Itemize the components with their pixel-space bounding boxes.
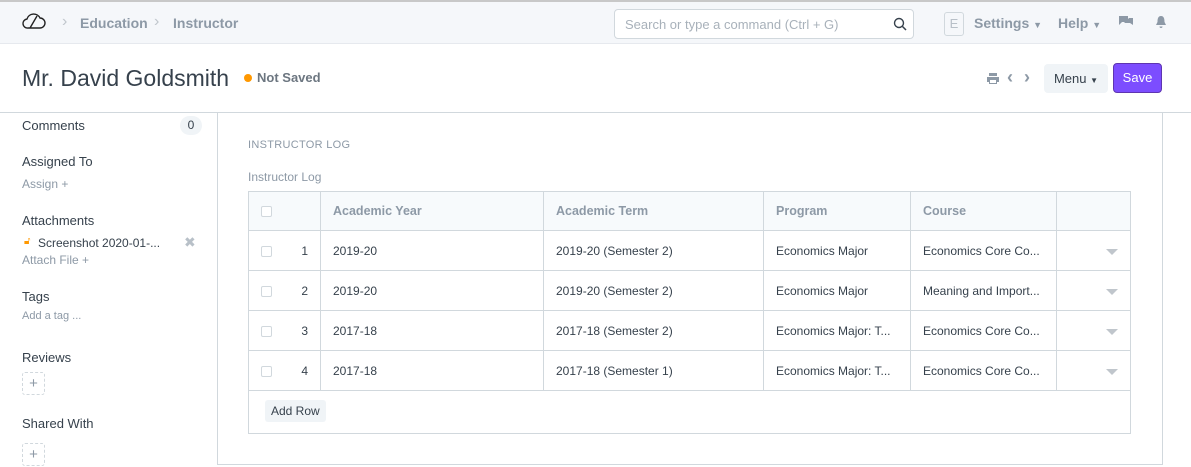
cell-academic-year[interactable]: 2017-18 (320, 310, 544, 351)
navbar: › Education › Instructor Search or type … (0, 0, 1191, 44)
table-header: Academic Year Academic Term Program Cour… (248, 191, 1131, 231)
attachments-label: Attachments (22, 213, 95, 228)
shared-with-label: Shared With (22, 416, 94, 431)
table-footer: Add Row (248, 390, 1131, 434)
comments-count: 0 (180, 116, 202, 135)
add-row-button[interactable]: Add Row (265, 400, 326, 422)
instructor-log-table: Academic Year Academic Term Program Cour… (248, 191, 1131, 391)
add-review-button[interactable]: + (22, 372, 45, 395)
status-badge: Not Saved (257, 70, 321, 85)
unlock-icon: 🔓︎ (24, 236, 31, 247)
cell-academic-year[interactable]: 2017-18 (320, 350, 544, 391)
row-edit-caret-icon[interactable] (1106, 288, 1118, 295)
cell-academic-year[interactable]: 2019-20 (320, 230, 544, 271)
row-edit-caret-icon[interactable] (1106, 328, 1118, 335)
row-checkbox[interactable] (261, 245, 272, 257)
add-tag-input[interactable]: Add a tag ... (22, 310, 82, 322)
cell-academic-term[interactable]: 2017-18 (Semester 2) (543, 310, 764, 351)
app-logo-icon[interactable] (22, 12, 46, 30)
caret-down-icon: ▼ (1092, 20, 1102, 30)
caret-down-icon: ▼ (1033, 20, 1043, 30)
help-dropdown[interactable]: Help ▼ (1058, 15, 1101, 31)
settings-label: Settings (974, 15, 1030, 31)
chat-icon[interactable] (1118, 15, 1134, 29)
cell-course[interactable]: Economics Core Co... (910, 310, 1057, 351)
cell-course[interactable]: Economics Core Co... (910, 230, 1057, 271)
menu-label: Menu (1053, 71, 1087, 86)
breadcrumb-instructor[interactable]: Instructor (173, 15, 239, 31)
bell-icon[interactable] (1155, 15, 1167, 29)
row-edit-caret-icon[interactable] (1106, 248, 1118, 255)
row-checkbox[interactable] (261, 285, 272, 297)
table-row[interactable]: 4 2017-18 2017-18 (Semester 1) Economics… (248, 350, 1131, 391)
form-card (217, 113, 1163, 465)
row-index: 1 (301, 243, 308, 258)
remove-attachment-icon[interactable]: ✖ (184, 234, 196, 250)
avatar[interactable]: E (944, 12, 964, 36)
reviews-label: Reviews (22, 350, 72, 365)
prev-record-icon[interactable]: ‹ (1007, 67, 1013, 87)
column-header: Course (910, 191, 1057, 231)
attachment-file[interactable]: Screenshot 2020-01-... (38, 236, 161, 250)
cell-academic-term[interactable]: 2017-18 (Semester 1) (543, 350, 764, 391)
cell-academic-term[interactable]: 2019-20 (Semester 2) (543, 270, 764, 311)
row-index: 3 (301, 323, 308, 338)
table-row[interactable]: 2 2019-20 2019-20 (Semester 2) Economics… (248, 270, 1131, 311)
search-placeholder: Search or type a command (Ctrl + G) (625, 17, 839, 32)
breadcrumb-education[interactable]: Education (80, 15, 148, 31)
cell-academic-term[interactable]: 2019-20 (Semester 2) (543, 230, 764, 271)
row-index: 4 (301, 363, 308, 378)
table-row[interactable]: 1 2019-20 2019-20 (Semester 2) Economics… (248, 230, 1131, 271)
row-index: 2 (301, 283, 308, 298)
row-checkbox[interactable] (261, 325, 272, 337)
section-heading: INSTRUCTOR LOG (248, 139, 351, 151)
save-button[interactable]: Save (1113, 63, 1162, 93)
page-title: Mr. David Goldsmith (22, 65, 230, 91)
select-all-checkbox[interactable] (261, 206, 272, 218)
attach-file-link[interactable]: Attach File + (22, 253, 90, 267)
cell-course[interactable]: Meaning and Import... (910, 270, 1057, 311)
table-row[interactable]: 3 2017-18 2017-18 (Semester 2) Economics… (248, 310, 1131, 351)
cell-course[interactable]: Economics Core Co... (910, 350, 1057, 391)
status-indicator (244, 74, 252, 82)
next-record-icon[interactable]: › (1024, 67, 1030, 87)
page-header: Mr. David Goldsmith Not Saved ‹ › Menu ▼… (0, 44, 1191, 113)
cell-academic-year[interactable]: 2019-20 (320, 270, 544, 311)
settings-dropdown[interactable]: Settings ▼ (974, 15, 1042, 31)
cell-program[interactable]: Economics Major: T... (763, 310, 911, 351)
field-label: Instructor Log (248, 170, 322, 184)
help-label: Help (1058, 15, 1089, 31)
cell-program[interactable]: Economics Major: T... (763, 350, 911, 391)
column-header: Academic Term (543, 191, 764, 231)
search-input[interactable]: Search or type a command (Ctrl + G) (614, 9, 914, 39)
row-edit-caret-icon[interactable] (1106, 368, 1118, 375)
add-share-button[interactable]: + (22, 443, 45, 466)
caret-down-icon: ▼ (1090, 76, 1099, 85)
column-header: Academic Year (320, 191, 544, 231)
print-icon[interactable] (986, 72, 1000, 85)
search-icon (893, 17, 907, 31)
row-checkbox[interactable] (261, 365, 272, 377)
menu-button[interactable]: Menu ▼ (1044, 64, 1108, 93)
cell-program[interactable]: Economics Major (763, 230, 911, 271)
tags-label: Tags (22, 289, 50, 304)
chevron-right-icon: › (154, 13, 160, 30)
cell-program[interactable]: Economics Major (763, 270, 911, 311)
comments-label[interactable]: Comments (22, 118, 85, 133)
column-header: Program (763, 191, 911, 231)
assign-link[interactable]: Assign + (22, 177, 69, 191)
assigned-to-label: Assigned To (22, 154, 93, 169)
chevron-right-icon: › (62, 13, 68, 30)
